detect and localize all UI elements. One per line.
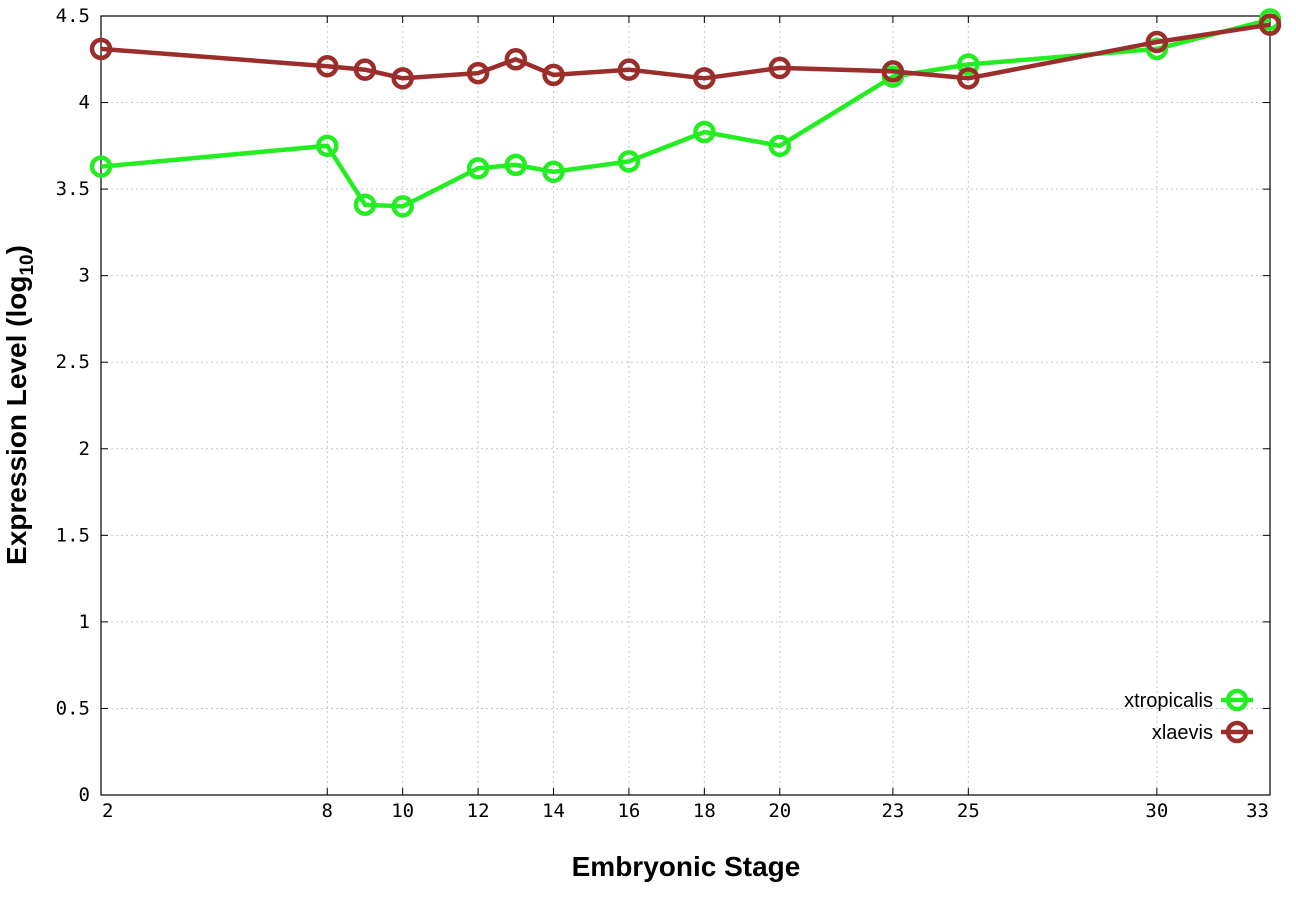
data-point	[353, 58, 377, 81]
series-line	[100, 17, 1271, 209]
grid	[101, 16, 1270, 795]
data-point	[466, 157, 490, 180]
x-tick-label: 30	[1145, 800, 1168, 822]
x-tick-label: 23	[881, 800, 904, 822]
legend-item: xtropicalis	[1124, 688, 1253, 712]
x-tick-label: 12	[467, 800, 490, 822]
x-tick-label: 8	[322, 800, 333, 822]
legend-label: xlaevis	[1152, 722, 1213, 744]
x-tick-label: 16	[617, 800, 640, 822]
data-point	[542, 160, 565, 184]
data-point	[542, 63, 565, 87]
x-tick-label: 2	[102, 800, 113, 822]
data-point	[89, 37, 113, 61]
series-group	[89, 8, 1282, 218]
axis-ticks: 0 0.5 1 1.5 2 2.5 3 3.5 4 4.5 2 8 10 12 14 16 18 20 23 25 30…	[56, 5, 1271, 822]
y-tick-label: 0	[79, 784, 90, 806]
data-point	[693, 120, 716, 144]
data-point	[693, 67, 716, 90]
y-axis-title-main: Expression Level (log	[1, 276, 32, 565]
y-tick-label: 0.5	[56, 697, 90, 719]
x-tick-label: 14	[542, 800, 565, 822]
x-tick-label: 18	[693, 800, 716, 822]
data-point	[1258, 13, 1282, 36]
y-tick-label: 1	[79, 611, 90, 633]
x-tick-label: 20	[768, 800, 791, 822]
data-point	[768, 134, 792, 158]
legend-marker	[1225, 688, 1249, 712]
y-axis-title: Expression Level (log10)	[1, 245, 38, 565]
y-axis-title-close: )	[1, 245, 32, 254]
y-tick-label: 3	[79, 265, 90, 287]
y-tick-label: 4.5	[56, 5, 90, 27]
data-point	[881, 60, 905, 83]
data-point	[617, 150, 641, 173]
series-xlaevis	[89, 13, 1282, 90]
legend-marker	[1225, 720, 1249, 744]
data-point	[466, 61, 490, 85]
y-tick-label: 1.5	[56, 524, 90, 546]
series-xtropicalis	[89, 8, 1282, 218]
data-point	[353, 193, 377, 216]
y-tick-label: 2.5	[56, 351, 90, 373]
legend: xtropicalis xlaevis	[1124, 688, 1253, 744]
data-point	[89, 155, 113, 178]
x-tick-label: 10	[391, 800, 414, 822]
series-line	[100, 22, 1271, 81]
y-tick-label: 2	[79, 438, 90, 460]
data-point	[1145, 30, 1169, 54]
data-point	[504, 153, 528, 177]
y-tick-label: 4	[79, 92, 90, 114]
data-point	[316, 54, 339, 78]
data-point	[957, 67, 980, 90]
x-tick-label: 33	[1246, 800, 1269, 822]
data-point	[504, 48, 528, 71]
x-axis-title: Embryonic Stage	[572, 851, 801, 882]
data-point	[316, 134, 339, 158]
legend-label: xtropicalis	[1124, 690, 1213, 712]
legend-item: xlaevis	[1152, 720, 1253, 744]
y-axis-title-subscript: 10	[17, 254, 38, 275]
plot-frame	[100, 15, 1271, 796]
y-tick-label: 3.5	[56, 178, 90, 200]
data-point	[957, 53, 980, 76]
data-point	[617, 58, 641, 81]
data-point	[391, 195, 414, 218]
x-tick-label: 25	[957, 800, 980, 822]
data-point	[768, 56, 792, 80]
data-point	[391, 67, 414, 90]
